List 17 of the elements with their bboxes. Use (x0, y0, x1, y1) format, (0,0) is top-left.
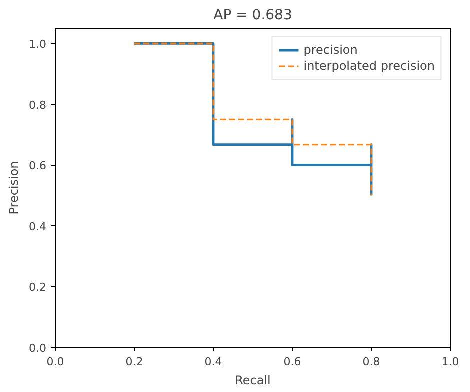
chart-title: AP = 0.683 (214, 8, 292, 24)
x-tick-label: 0.6 (284, 356, 302, 368)
y-tick-label: 0.2 (29, 281, 47, 294)
y-tick-label: 1.0 (29, 38, 47, 52)
x-tick-label: 0.0 (46, 356, 64, 368)
x-tick-label: 0.8 (362, 356, 380, 368)
x-tick-label: 0.2 (126, 356, 144, 368)
legend-label: interpolated precision (304, 59, 435, 73)
y-tick-label: 0.8 (29, 98, 47, 112)
y-axis-title: Precision (7, 161, 22, 215)
y-tick-label: 0.6 (29, 160, 47, 173)
x-axis-title: Recall (235, 374, 271, 388)
y-tick-label: 0.0 (29, 342, 47, 355)
x-tick-label: 1.0 (442, 356, 460, 368)
y-tick-label: 0.4 (29, 220, 47, 234)
x-tick-label: 0.4 (204, 356, 222, 368)
legend-label: precision (304, 43, 358, 57)
